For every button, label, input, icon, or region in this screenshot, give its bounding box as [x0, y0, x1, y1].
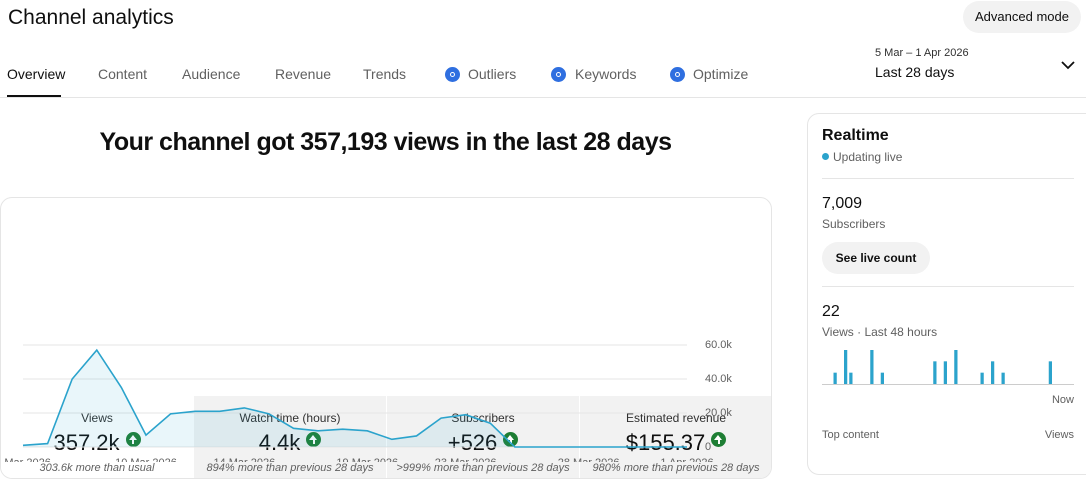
divider — [822, 286, 1074, 287]
bar — [933, 361, 937, 384]
top-content-header: Views — [1044, 429, 1074, 441]
views-chart: 0 20.0k 40.0k 60.0k 5 Mar 2026 10 Mar 2026 14 … — [1, 339, 732, 462]
x-tick-label: 23 Mar 2026 — [435, 457, 497, 462]
live-dot — [822, 153, 829, 160]
metric-label: Views — [81, 411, 113, 425]
metric-value-row: 4.4k — [194, 430, 386, 456]
y-tick-label: 40.0k — [705, 373, 732, 385]
up-icon — [711, 432, 727, 447]
now-label: Now — [1051, 394, 1074, 406]
metric-value-row: 357.2k — [1, 430, 193, 456]
date-label[interactable]: Last 28 days — [875, 64, 955, 80]
chart-card: Views 357.2k 303.6k more than usual Watc… — [0, 197, 772, 479]
tab[interactable]: Overview — [7, 66, 66, 82]
bar — [849, 372, 853, 384]
metric-label: Estimated revenue — [625, 411, 727, 425]
tab-icon — [670, 67, 685, 82]
y-tick-label: 60.0k — [705, 339, 732, 351]
tab-icon — [445, 67, 460, 82]
metric-value: +526 — [447, 430, 498, 455]
up-icon — [503, 432, 519, 447]
metric-value: $155.37 — [625, 430, 706, 455]
top-content-label: Top content — [822, 429, 879, 441]
tab-icon — [551, 67, 566, 82]
metric-value-row: +526 — [387, 430, 579, 456]
divider — [822, 178, 1074, 179]
metric-value-row: $155.37 — [580, 430, 771, 456]
metric-note: >999% more than previous 28 days — [396, 462, 570, 474]
up-icon — [306, 432, 322, 447]
subscriber-label: Subscribers — [822, 217, 886, 231]
x-tick-label: 10 Mar 2026 — [115, 457, 177, 462]
live-count-button[interactable]: See live count — [822, 242, 930, 274]
bar — [1048, 361, 1052, 384]
bar — [870, 350, 874, 384]
line — [22, 348, 687, 448]
metric-note: 303.6k more than usual — [39, 462, 155, 474]
bar — [1001, 372, 1005, 384]
bar — [943, 361, 947, 384]
y-tick-label: 20.0k — [705, 407, 732, 419]
bar — [844, 350, 848, 384]
bar — [954, 350, 958, 384]
x-tick-label: 1 Apr 2026 — [660, 457, 713, 462]
date-range[interactable]: 5 Mar – 1 Apr 2026 — [875, 47, 969, 59]
x-tick-label: 5 Mar 2026 — [1, 457, 51, 462]
bar — [991, 361, 995, 384]
realtime-views-label: Views · Last 48 hours — [822, 325, 938, 339]
tab[interactable]: Audience — [182, 66, 241, 82]
tab[interactable]: Trends — [363, 66, 407, 82]
tab[interactable]: Keywords — [575, 66, 637, 82]
tab[interactable]: Outliers — [468, 66, 517, 82]
bar — [880, 372, 884, 384]
area-fill — [23, 350, 687, 447]
page-title: Channel analytics — [8, 6, 174, 29]
realtime-title: Realtime — [822, 127, 889, 144]
realtime-card — [807, 113, 1086, 475]
subscriber-count: 7,009 — [822, 195, 863, 212]
metric-note: 980% more than previous 28 days — [592, 462, 760, 474]
dropdown-chevron[interactable] — [1060, 58, 1076, 72]
bar — [980, 372, 984, 384]
tab[interactable]: Content — [98, 66, 148, 82]
metric-note: 894% more than previous 28 days — [206, 462, 374, 474]
metric-label: Watch time (hours) — [239, 411, 341, 425]
bar — [833, 372, 837, 384]
headline: Your channel got 357,193 views in the la… — [99, 128, 673, 156]
tab[interactable]: Optimize — [693, 66, 749, 82]
tab[interactable]: Revenue — [275, 66, 332, 82]
metric-value: 4.4k — [258, 430, 301, 455]
y-tick-label: 0 — [705, 441, 711, 453]
divider — [0, 97, 1086, 98]
x-tick-label: 28 Mar 2026 — [558, 457, 620, 462]
x-tick-label: 19 Mar 2026 — [336, 457, 398, 462]
x-tick-label: 14 Mar 2026 — [213, 457, 275, 462]
metric-value: 357.2k — [53, 430, 120, 455]
realtime-chart — [822, 350, 1074, 385]
tab-indicator — [7, 95, 61, 97]
advanced-mode-button[interactable]: Advanced mode — [963, 1, 1081, 33]
realtime-views: 22 — [822, 303, 840, 320]
up-icon — [125, 432, 141, 447]
realtime-status: Updating live — [833, 150, 903, 164]
